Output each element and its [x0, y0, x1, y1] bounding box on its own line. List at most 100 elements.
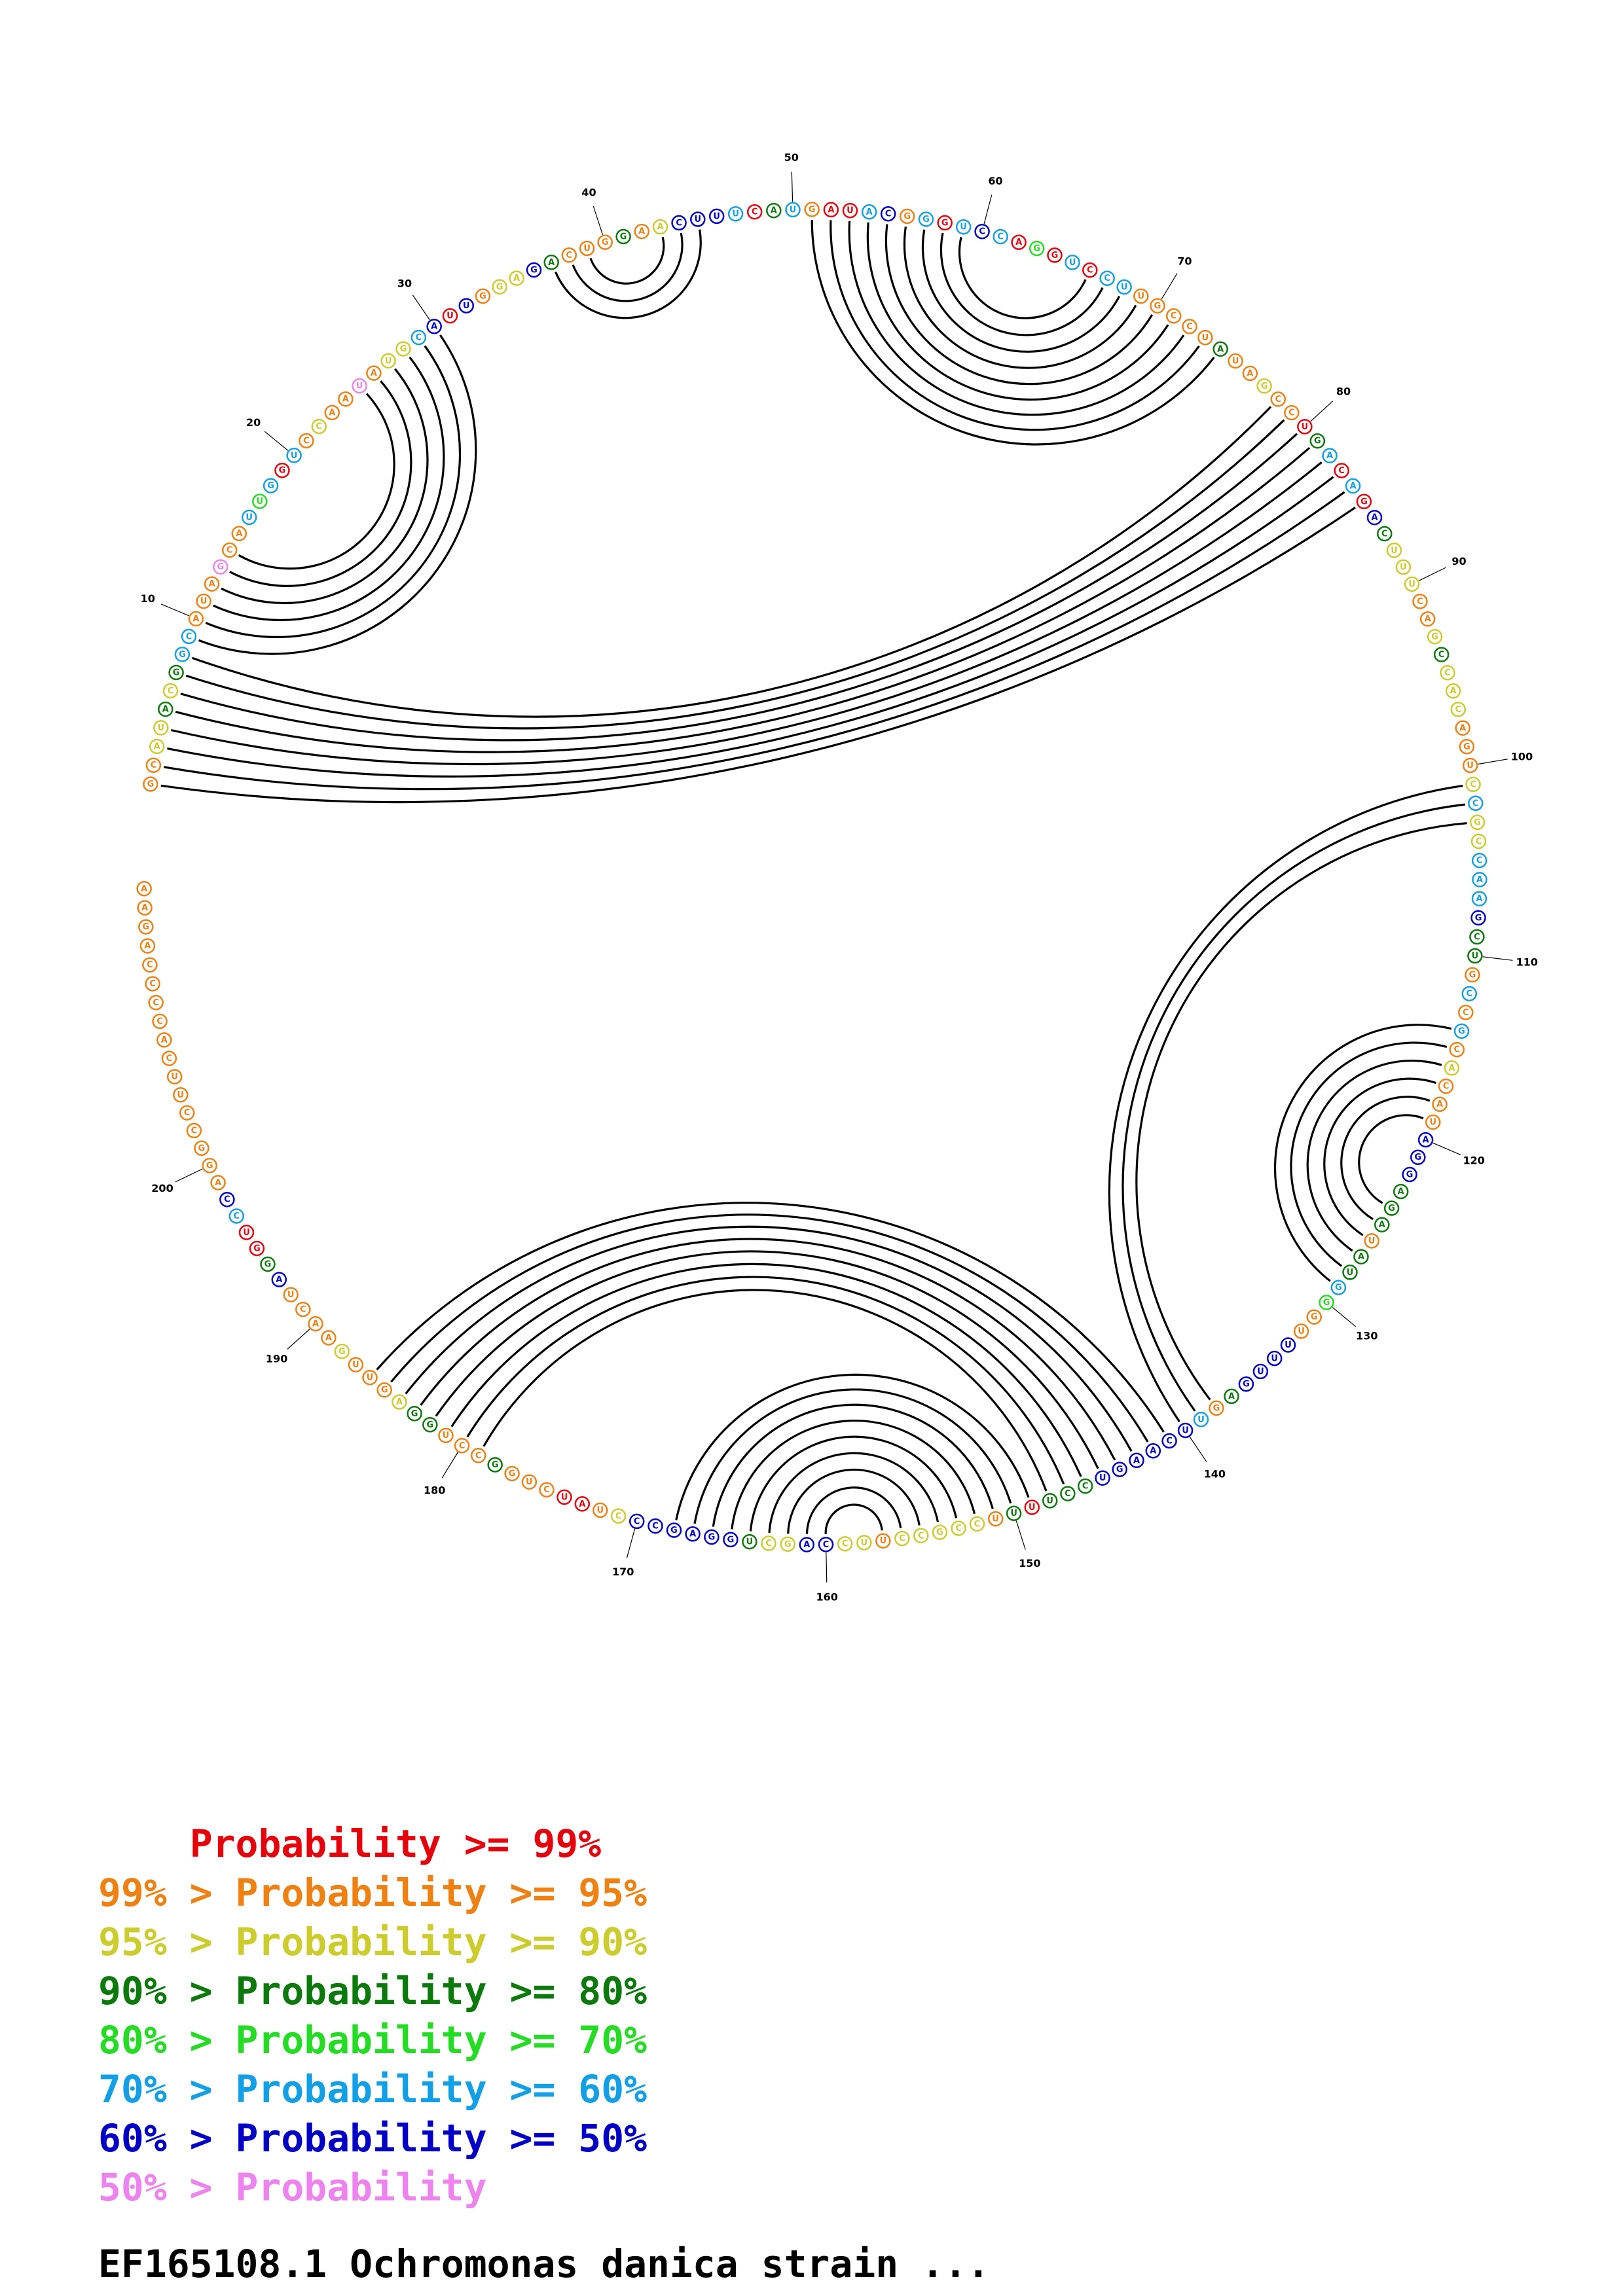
base-pair-arc	[1122, 803, 1466, 1412]
nucleotide-circle	[1412, 594, 1428, 609]
nucleotide-circle	[1445, 683, 1461, 699]
nucleotide-circle	[1410, 1149, 1426, 1165]
nucleotide: G	[504, 1465, 520, 1482]
nucleotide-circle	[299, 433, 314, 449]
nucleotide-letter: C	[974, 1519, 981, 1529]
legend-text: Probability >= 90%	[235, 1920, 647, 1964]
nucleotide-circle	[1024, 1499, 1040, 1515]
nucleotide-circle	[1042, 1493, 1058, 1509]
position-tick	[983, 194, 993, 224]
circular-structure-diagram: 10 20 30 40 50 60 70 80 90 100 110 120 130 140 150 160 1…	[136, 151, 1538, 1603]
nucleotide: U	[1197, 330, 1213, 346]
nucleotide-circle	[308, 1316, 323, 1332]
nucleotide: U	[1228, 353, 1243, 369]
position-label: 200	[151, 1182, 173, 1194]
nucleotide-circle	[136, 881, 152, 897]
base-pair-arc	[1306, 1060, 1442, 1252]
nucleotide: A	[1455, 720, 1470, 736]
nucleotide: G	[1309, 433, 1326, 449]
nucleotide-circle	[362, 1369, 378, 1386]
nucleotide: C	[1161, 1433, 1177, 1449]
nucleotide-circle	[145, 757, 162, 773]
nucleotide-circle	[487, 1457, 503, 1473]
nucleotide-letter: U	[746, 1537, 754, 1547]
nucleotide: G	[274, 462, 290, 478]
base-pair-arc	[805, 1486, 902, 1535]
nucleotide-circle	[158, 701, 173, 717]
nucleotide: U	[362, 1369, 378, 1386]
nucleotide: C	[1182, 319, 1197, 334]
nucleotide-letter: A	[1150, 1446, 1156, 1456]
nucleotide: A	[1471, 891, 1487, 906]
nucleotide-letter: C	[168, 686, 174, 696]
nucleotide: A	[137, 900, 153, 916]
nucleotide-circle	[152, 1013, 168, 1030]
nucleotide-circle	[509, 270, 524, 286]
nucleotide-letter: U	[1202, 333, 1209, 343]
nucleotide-circle	[1427, 629, 1443, 645]
nucleotide: C	[228, 1208, 245, 1224]
nucleotide-letter: C	[899, 1534, 905, 1544]
nucleotide-letter: G	[1154, 301, 1161, 311]
nucleotide-ring: GCAUACGGCAUAGCAUUGGUCCAAUAUGCAUUGGAGACUG…	[136, 202, 1487, 1552]
nucleotide: G	[1427, 629, 1443, 645]
nucleotide-letter: U	[960, 223, 967, 232]
nucleotide-circle	[1060, 1486, 1076, 1501]
nucleotide-letter: A	[192, 614, 199, 624]
position-tick	[1332, 1307, 1357, 1327]
nucleotide-letter: G	[217, 562, 224, 572]
nucleotide-letter: G	[1469, 970, 1476, 980]
nucleotide: U	[521, 1474, 538, 1490]
nucleotide-letter: G	[173, 668, 180, 678]
nucleotide-letter: C	[147, 960, 153, 970]
nucleotide: U	[252, 493, 268, 509]
nucleotide-circle	[1213, 341, 1228, 357]
nucleotide-circle	[249, 1240, 265, 1257]
nucleotide-letter: A	[161, 1035, 168, 1045]
nucleotide-circle	[228, 1208, 245, 1224]
nucleotide-circle	[634, 223, 650, 240]
nucleotide-circle	[974, 223, 990, 240]
nucleotide-circle	[143, 776, 158, 792]
nucleotide-circle	[1270, 391, 1286, 407]
probability-legend: Probability >= 99% 99% > Probability >= 9…	[98, 1820, 647, 2212]
nucleotide: G	[780, 1536, 795, 1552]
nucleotide-circle	[219, 1191, 235, 1208]
nucleotide-circle	[856, 1535, 872, 1551]
nucleotide-circle	[708, 208, 725, 224]
nucleotide-circle	[181, 628, 197, 645]
nucleotide-letter: G	[411, 1409, 418, 1419]
nucleotide-circle	[1440, 665, 1455, 681]
nucleotide: U	[1024, 1499, 1040, 1515]
base-pair-arc	[466, 1276, 1065, 1485]
base-pair-arc	[1323, 1077, 1436, 1236]
nucleotide: G	[723, 1532, 739, 1548]
nucleotide-letter: C	[1166, 1437, 1173, 1446]
nucleotide: U	[1116, 279, 1132, 295]
nucleotide-letter: A	[657, 223, 664, 232]
nucleotide-letter: C	[566, 251, 573, 260]
nucleotide: G	[174, 647, 191, 662]
nucleotide-letter: A	[329, 408, 335, 418]
nucleotide-circle	[1377, 526, 1393, 542]
nucleotide-letter: A	[1358, 1252, 1364, 1262]
nucleotide-letter: C	[1474, 932, 1480, 942]
nucleotide-letter: U	[1391, 546, 1398, 556]
base-pair-arc	[221, 368, 429, 605]
nucleotide-letter: G	[1213, 1403, 1220, 1413]
nucleotide-circle	[1470, 910, 1486, 926]
nucleotide-circle	[321, 1330, 337, 1346]
base-pair-arc	[205, 345, 462, 638]
nucleotide-circle	[629, 1513, 645, 1530]
nucleotide: G	[213, 559, 228, 575]
nucleotide-circle	[704, 1529, 720, 1545]
position-tick	[1482, 956, 1513, 961]
nucleotide: G	[194, 1140, 210, 1157]
nucleotide-circle	[186, 1122, 202, 1139]
nucleotide-circle	[766, 202, 782, 219]
base-pair-arc	[921, 229, 1121, 353]
nucleotide-letter: A	[513, 274, 520, 283]
nucleotide-circle	[955, 219, 972, 235]
base-pair-arc	[884, 224, 1154, 386]
nucleotide-letter: G	[530, 266, 538, 276]
